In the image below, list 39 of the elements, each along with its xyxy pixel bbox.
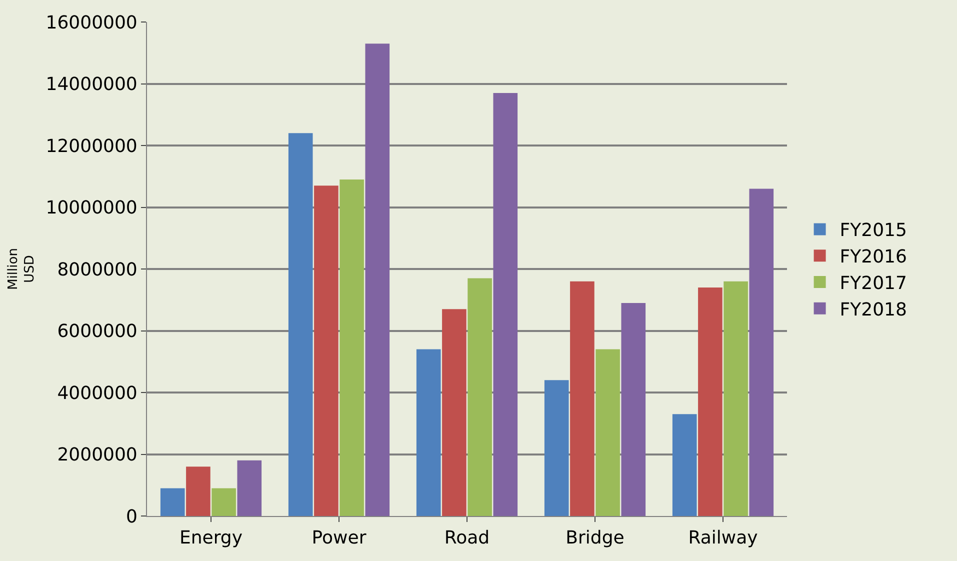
legend-label: FY2018 xyxy=(840,299,907,320)
bar xyxy=(698,288,722,516)
bar xyxy=(160,488,185,516)
bar xyxy=(544,380,569,516)
bar xyxy=(288,133,313,516)
bar xyxy=(212,488,236,516)
bar xyxy=(596,349,620,516)
y-tick-label: 16000000 xyxy=(46,12,138,34)
legend-label: FY2015 xyxy=(840,220,907,242)
bar xyxy=(468,278,492,516)
y-tick-label: 2000000 xyxy=(57,444,138,466)
x-tick-label: Road xyxy=(444,528,490,549)
bar xyxy=(749,188,774,516)
x-tick-label: Bridge xyxy=(566,528,624,549)
y-axis-title: Million USD xyxy=(6,248,38,290)
bar xyxy=(365,44,390,516)
bar xyxy=(237,460,262,516)
y-tick-label: 8000000 xyxy=(57,259,138,280)
bar xyxy=(570,281,594,516)
y-tick-label: 4000000 xyxy=(57,382,138,404)
bar xyxy=(493,93,518,516)
legend-label: FY2016 xyxy=(840,246,907,268)
y-tick-label: 0 xyxy=(126,506,138,528)
legend-label: FY2017 xyxy=(840,273,907,294)
x-tick-label: Railway xyxy=(688,528,758,549)
bar xyxy=(442,309,466,516)
bar xyxy=(621,302,646,516)
x-tick-label: Energy xyxy=(179,528,243,549)
bar xyxy=(416,349,441,516)
y-tick-label: 6000000 xyxy=(57,321,138,342)
y-tick-label: 14000000 xyxy=(46,74,138,96)
y-tick-label: 12000000 xyxy=(46,136,138,157)
x-tick-label: Power xyxy=(312,528,367,549)
bar xyxy=(186,466,210,516)
bar xyxy=(724,281,748,516)
bar xyxy=(314,186,338,516)
bar xyxy=(340,179,364,516)
y-tick-label: 10000000 xyxy=(46,198,138,219)
bar xyxy=(672,414,697,516)
